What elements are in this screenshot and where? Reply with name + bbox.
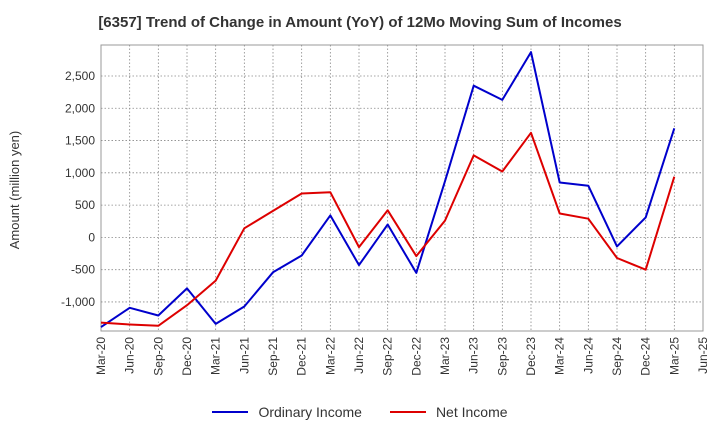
x-axis: Mar-20 Jun-20 Sep-20 Dec-20 Mar-21 Jun-21 Sep-… bbox=[94, 337, 710, 376]
y-tick-label: -1,000 bbox=[61, 295, 95, 309]
y-tick-label: 1,000 bbox=[65, 166, 95, 180]
legend-label-net-income: Net Income bbox=[435, 404, 508, 420]
x-tick-label: Jun-23 bbox=[467, 337, 481, 374]
x-tick-label: Mar-24 bbox=[553, 337, 567, 375]
x-tick-label: Jun-20 bbox=[123, 337, 137, 374]
legend-item-ordinary-income: Ordinary Income bbox=[212, 404, 362, 420]
x-tick-label: Mar-25 bbox=[667, 337, 681, 375]
x-tick-label: Mar-20 bbox=[94, 337, 108, 375]
x-tick-label: Sep-24 bbox=[610, 337, 624, 376]
x-tick-label: Mar-23 bbox=[438, 337, 452, 375]
x-tick-label: Dec-21 bbox=[295, 337, 309, 376]
y-tick-label: 0 bbox=[88, 230, 95, 244]
x-tick-label: Sep-22 bbox=[381, 337, 395, 376]
y-tick-label: 2,000 bbox=[65, 101, 95, 115]
series-lines bbox=[100, 51, 676, 328]
x-tick-label: Sep-23 bbox=[495, 337, 509, 376]
legend-item-net-income: Net Income bbox=[389, 404, 508, 420]
x-tick-label: Sep-21 bbox=[266, 337, 280, 376]
grid-lines bbox=[101, 45, 703, 331]
x-tick-label: Dec-20 bbox=[180, 337, 194, 376]
x-tick-label: Jun-21 bbox=[237, 337, 251, 374]
y-tick-label: -500 bbox=[71, 263, 95, 277]
x-tick-label: Mar-22 bbox=[323, 337, 337, 375]
plot-area bbox=[100, 44, 704, 332]
x-tick-label: Sep-20 bbox=[151, 337, 165, 376]
legend-label-ordinary-income: Ordinary Income bbox=[258, 404, 362, 420]
chart-title: [6357] Trend of Change in Amount (YoY) o… bbox=[98, 14, 622, 31]
legend: Ordinary Income Net Income bbox=[0, 404, 720, 420]
x-tick-label: Mar-21 bbox=[209, 337, 223, 375]
net-income-swatch bbox=[389, 411, 426, 413]
ordinary-income-line bbox=[100, 51, 676, 328]
x-tick-label: Jun-22 bbox=[352, 337, 366, 374]
x-tick-label: Dec-24 bbox=[639, 337, 653, 376]
y-axis: -1,000 -500 0 500 1,000 1,500 2,000 2,500 bbox=[61, 69, 95, 309]
net-income-line bbox=[100, 131, 676, 327]
x-tick-label: Jun-24 bbox=[581, 337, 595, 374]
x-tick-label: Jun-25 bbox=[696, 337, 710, 374]
x-tick-label: Dec-22 bbox=[409, 337, 423, 376]
ordinary-income-swatch bbox=[212, 411, 249, 413]
y-tick-label: 500 bbox=[75, 198, 95, 212]
y-tick-label: 2,500 bbox=[65, 69, 95, 83]
y-tick-label: 1,500 bbox=[65, 134, 95, 148]
x-tick-label: Dec-23 bbox=[524, 337, 538, 376]
y-axis-title: Amount (million yen) bbox=[7, 131, 22, 250]
